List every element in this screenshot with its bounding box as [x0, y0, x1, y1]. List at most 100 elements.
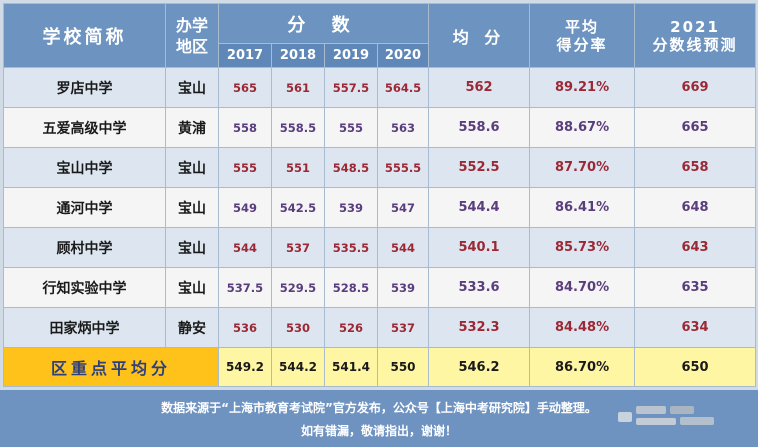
score-rate: 86.41% — [529, 187, 636, 228]
school-district: 宝山 — [165, 147, 219, 188]
school-district: 宝山 — [165, 227, 219, 268]
score-2020: 539 — [376, 267, 430, 308]
score-2017: 536 — [218, 307, 272, 348]
score-2020: 564.5 — [376, 67, 430, 108]
score-2019: 539 — [324, 187, 378, 228]
header-scores: 分 数 — [217, 3, 430, 44]
prediction-score: 634 — [634, 307, 757, 348]
score-2020: 544 — [376, 227, 430, 268]
blurred-watermark — [618, 400, 722, 430]
header-school: 学校简称 — [3, 3, 166, 68]
table-row: 行知实验中学 宝山 537.5 529.5 528.5 539 533.6 84… — [3, 267, 757, 308]
header-prediction-line1: 2021 — [670, 17, 720, 36]
score-2020: 537 — [376, 307, 430, 348]
summary-label: 区重点平均分 — [3, 347, 219, 387]
score-2018: 558.5 — [271, 107, 325, 148]
header-prediction-line2: 分数线预测 — [652, 35, 738, 54]
score-rate: 88.67% — [529, 107, 636, 148]
score-2017: 558 — [218, 107, 272, 148]
score-2017: 549 — [218, 187, 272, 228]
school-name: 行知实验中学 — [3, 267, 166, 308]
summary-score-2017: 549.2 — [218, 347, 272, 387]
score-2019: 555 — [324, 107, 378, 148]
score-rate: 89.21% — [529, 67, 636, 108]
table-row: 田家炳中学 静安 536 530 526 537 532.3 84.48% 63… — [3, 307, 757, 348]
school-district: 宝山 — [165, 187, 219, 228]
school-district: 宝山 — [165, 267, 219, 308]
score-2018: 530 — [271, 307, 325, 348]
school-name: 顾村中学 — [3, 227, 166, 268]
header-rate: 平均 得分率 — [529, 3, 636, 68]
summary-score-2020: 550 — [376, 347, 430, 387]
school-name: 五爱高级中学 — [3, 107, 166, 148]
prediction-score: 669 — [634, 67, 757, 108]
score-2018: 529.5 — [271, 267, 325, 308]
average-score: 552.5 — [428, 147, 531, 188]
score-rate: 87.70% — [529, 147, 636, 188]
school-name: 田家炳中学 — [3, 307, 166, 348]
table-row: 罗店中学 宝山 565 561 557.5 564.5 562 89.21% 6… — [3, 67, 757, 108]
score-2018: 537 — [271, 227, 325, 268]
score-2017: 565 — [218, 67, 272, 108]
header-year-2017: 2017 — [218, 43, 272, 68]
score-2018: 561 — [271, 67, 325, 108]
average-score: 544.4 — [428, 187, 531, 228]
header-year-2018: 2018 — [271, 43, 325, 68]
score-2020: 547 — [376, 187, 430, 228]
header-average: 均 分 — [428, 3, 531, 68]
summary-average: 546.2 — [428, 347, 531, 387]
score-2019: 548.5 — [324, 147, 378, 188]
score-2017: 544 — [218, 227, 272, 268]
header-year-2019: 2019 — [324, 43, 378, 68]
average-score: 558.6 — [428, 107, 531, 148]
school-district: 黄浦 — [165, 107, 219, 148]
summary-score-2019: 541.4 — [324, 347, 378, 387]
average-score: 540.1 — [428, 227, 531, 268]
score-2019: 526 — [324, 307, 378, 348]
table-row: 顾村中学 宝山 544 537 535.5 544 540.1 85.73% 6… — [3, 227, 757, 268]
summary-rate: 86.70% — [529, 347, 636, 387]
score-2019: 557.5 — [324, 67, 378, 108]
header-district: 办学 地区 — [165, 3, 219, 68]
score-2017: 555 — [218, 147, 272, 188]
header-rate-line1: 平均 — [565, 17, 600, 36]
summary-score-2018: 544.2 — [271, 347, 325, 387]
school-name: 通河中学 — [3, 187, 166, 228]
admission-score-table: 学校简称 办学 地区 分 数 均 分 平均 得分率 2021 分数线预测 201… — [3, 3, 757, 387]
header-year-2020: 2020 — [376, 43, 430, 68]
footer-thanks-note: 如有错漏，敬请指出，谢谢！ — [300, 424, 457, 438]
summary-prediction: 650 — [634, 347, 757, 387]
score-2018: 551 — [271, 147, 325, 188]
average-score: 562 — [428, 67, 531, 108]
prediction-score: 658 — [634, 147, 757, 188]
table-row: 通河中学 宝山 549 542.5 539 547 544.4 86.41% 6… — [3, 187, 757, 228]
average-score: 532.3 — [428, 307, 531, 348]
header-rate-line2: 得分率 — [556, 35, 608, 54]
table-row: 五爱高级中学 黄浦 558 558.5 555 563 558.6 88.67%… — [3, 107, 757, 148]
header-district-line2: 地区 — [175, 36, 208, 56]
footer-source-note: 数据来源于“上海市教育考试院”官方发布，公众号【上海中考研究院】手动整理。 — [161, 401, 597, 415]
header-prediction: 2021 分数线预测 — [634, 3, 757, 68]
table-row: 宝山中学 宝山 555 551 548.5 555.5 552.5 87.70%… — [3, 147, 757, 188]
score-2020: 555.5 — [376, 147, 430, 188]
score-2017: 537.5 — [218, 267, 272, 308]
school-district: 宝山 — [165, 67, 219, 108]
score-2018: 542.5 — [271, 187, 325, 228]
prediction-score: 665 — [634, 107, 757, 148]
score-2020: 563 — [376, 107, 430, 148]
score-rate: 85.73% — [529, 227, 636, 268]
school-name: 宝山中学 — [3, 147, 166, 188]
school-name: 罗店中学 — [3, 67, 166, 108]
school-district: 静安 — [165, 307, 219, 348]
score-rate: 84.48% — [529, 307, 636, 348]
prediction-score: 648 — [634, 187, 757, 228]
score-2019: 535.5 — [324, 227, 378, 268]
prediction-score: 643 — [634, 227, 757, 268]
score-rate: 84.70% — [529, 267, 636, 308]
average-score: 533.6 — [428, 267, 531, 308]
header-district-line1: 办学 — [175, 15, 208, 35]
score-2019: 528.5 — [324, 267, 378, 308]
prediction-score: 635 — [634, 267, 757, 308]
summary-row: 区重点平均分 549.2 544.2 541.4 550 546.2 86.70… — [3, 347, 757, 387]
